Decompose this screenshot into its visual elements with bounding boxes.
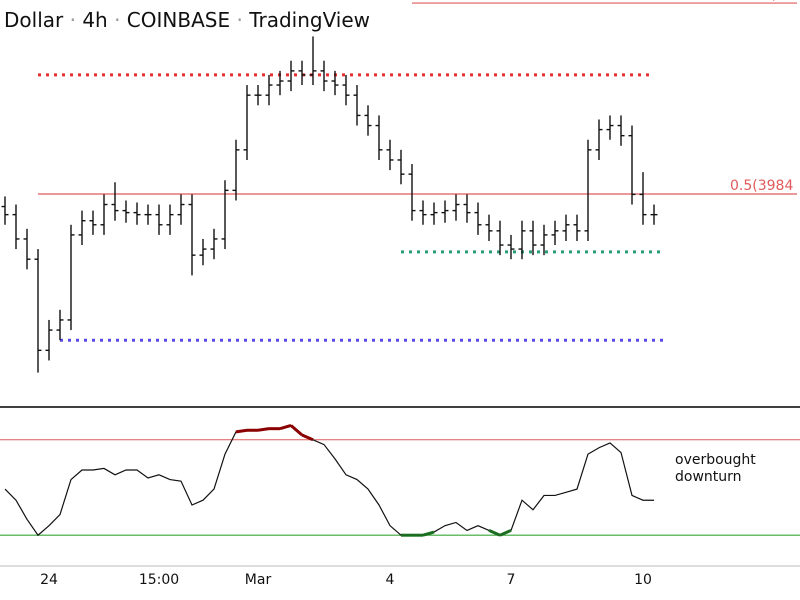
oscillator-highlight <box>257 427 270 432</box>
level-label: 0.382(4074 <box>730 0 800 3</box>
title-part: 4h <box>82 8 107 32</box>
separator: · <box>63 8 82 32</box>
separator: · <box>230 8 249 32</box>
oscillator-highlight <box>499 529 512 537</box>
oscillator-highlight <box>488 529 501 537</box>
level-label: 0.5(3984 <box>730 178 793 194</box>
oscillator-highlight <box>290 424 303 437</box>
oscillator-highlight <box>422 530 435 537</box>
oscillator-line <box>4 424 654 537</box>
x-tick-label: 10 <box>634 572 652 588</box>
oscillator-highlight <box>279 424 292 431</box>
title-part: TradingView <box>248 8 370 32</box>
oscillator-highlight <box>235 428 248 434</box>
annotation: overbought <box>675 452 756 468</box>
x-tick-label: Mar <box>245 572 272 588</box>
x-tick-label: 4 <box>386 572 395 588</box>
chart-title: Dollar · 4h · COINBASE · TradingView <box>4 8 370 32</box>
annotation: downturn <box>675 469 742 485</box>
oscillator-highlight <box>301 433 314 442</box>
x-tick-label: 7 <box>507 572 516 588</box>
x-tick-label: 24 <box>40 572 58 588</box>
title-part: COINBASE <box>127 8 230 32</box>
separator: · <box>108 8 127 32</box>
x-tick-label: 15:00 <box>139 572 179 588</box>
title-part: Dollar <box>4 8 64 32</box>
